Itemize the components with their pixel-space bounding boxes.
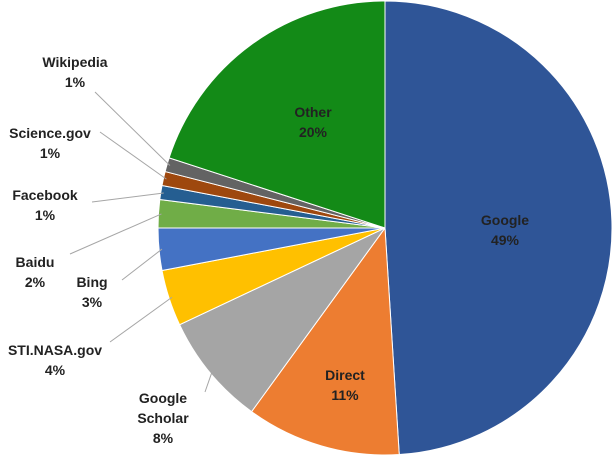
value-label: 2% xyxy=(24,274,46,290)
leader-line xyxy=(69,213,162,255)
slice-label: Wikipedia 1% xyxy=(25,52,125,92)
category-label: Bing xyxy=(76,274,108,290)
category-label: Other xyxy=(294,104,332,120)
slice-label: Facebook 1% xyxy=(0,185,90,225)
category-label: Wikipedia xyxy=(42,54,108,70)
category-label: Facebook xyxy=(12,187,78,203)
leader-line xyxy=(204,370,213,393)
value-label: 1% xyxy=(39,145,61,161)
value-label: 11% xyxy=(331,387,359,403)
pie-slice xyxy=(178,227,386,413)
category-label: Baidu xyxy=(15,254,55,270)
category-label: STI.NASA.gov xyxy=(7,342,103,358)
slice-label: Google 49% xyxy=(465,210,545,250)
category-label: Google Scholar xyxy=(137,390,189,426)
value-label: 1% xyxy=(64,74,86,90)
leader-line xyxy=(91,192,164,203)
slice-label: STI.NASA.gov 4% xyxy=(0,340,110,380)
slice-label: Direct 11% xyxy=(305,365,385,405)
value-label: 49% xyxy=(490,232,520,248)
value-label: 4% xyxy=(44,362,66,378)
leader-line xyxy=(94,91,171,166)
leader-line xyxy=(109,296,173,343)
slice-label: Other 20% xyxy=(273,102,353,142)
pie-slice xyxy=(384,0,613,455)
slice-label: Baidu 2% xyxy=(5,252,65,292)
slice-label: Bing 3% xyxy=(62,272,122,312)
category-label: Direct xyxy=(325,367,365,383)
leader-line xyxy=(99,131,167,180)
pie-slice xyxy=(168,0,386,229)
slice-label: Google Scholar 8% xyxy=(128,388,198,448)
category-label: Google xyxy=(480,212,530,228)
value-label: 1% xyxy=(34,207,56,223)
leader-line xyxy=(121,248,163,281)
value-label: 8% xyxy=(152,430,174,446)
value-label: 20% xyxy=(298,124,328,140)
slice-label: Science.gov 1% xyxy=(0,123,100,163)
value-label: 3% xyxy=(81,294,103,310)
category-label: Science.gov xyxy=(9,125,91,141)
